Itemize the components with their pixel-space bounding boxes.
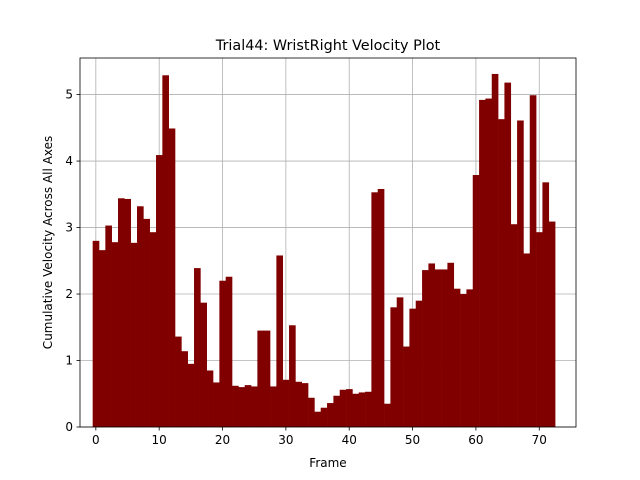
bar (194, 268, 201, 427)
bar (346, 389, 353, 427)
bar (377, 188, 385, 427)
y-tick-label: 1 (65, 354, 73, 368)
bar (352, 393, 360, 427)
bar (396, 297, 404, 427)
bar (118, 198, 125, 427)
bar (327, 403, 334, 427)
bar (339, 389, 347, 427)
bar (181, 351, 188, 427)
bar (529, 95, 537, 428)
x-tick-label: 20 (215, 433, 230, 447)
bar (124, 198, 131, 427)
bar (238, 387, 245, 427)
bar (384, 403, 391, 427)
bar (441, 269, 448, 427)
bar (99, 250, 106, 427)
bar (485, 98, 493, 427)
bar (105, 225, 112, 427)
bar (447, 262, 455, 427)
bar (523, 253, 531, 427)
bar (358, 392, 366, 427)
bar (415, 300, 423, 427)
y-axis-ticks: 0 1 2 3 4 5 (65, 88, 80, 434)
bar (295, 381, 303, 427)
bar (314, 411, 322, 427)
plot-area-frame (79, 57, 577, 428)
bar (149, 232, 157, 427)
bar (200, 302, 207, 427)
bar (308, 397, 315, 427)
bar (219, 280, 226, 427)
bar (175, 336, 182, 427)
bar (270, 386, 277, 427)
bar (422, 270, 429, 427)
bar (479, 99, 486, 428)
bar (282, 379, 290, 427)
bar (390, 307, 398, 427)
bar (263, 330, 271, 427)
bar (504, 82, 512, 427)
bar (92, 240, 100, 427)
bar (320, 407, 328, 427)
bar (460, 294, 467, 427)
bar (156, 155, 163, 428)
bar (130, 242, 138, 427)
y-tick-label: 3 (65, 221, 73, 235)
bar (542, 182, 550, 427)
bar (162, 75, 169, 427)
bar (257, 330, 265, 427)
bar (333, 395, 341, 427)
bar (409, 308, 417, 427)
bar (472, 175, 480, 427)
bar (111, 242, 119, 427)
bar (403, 346, 410, 427)
y-tick-label: 2 (65, 287, 73, 301)
x-tick-label: 10 (152, 433, 167, 447)
x-tick-label: 0 (92, 433, 100, 447)
bar (517, 120, 524, 427)
x-tick-label: 70 (532, 433, 547, 447)
bar (371, 192, 379, 427)
bar (232, 385, 239, 427)
bar (143, 218, 150, 427)
bar (434, 269, 442, 427)
bar (213, 382, 220, 427)
chart-title: Trial44: WristRight Velocity Plot (215, 38, 441, 54)
bar (491, 73, 499, 427)
y-tick-label: 0 (65, 420, 73, 434)
bar (244, 385, 252, 427)
bar (225, 276, 233, 427)
bar (251, 386, 258, 427)
x-tick-label: 40 (342, 433, 357, 447)
x-axis-ticks: 0 10 20 30 40 50 60 70 (92, 427, 547, 447)
x-tick-label: 60 (468, 433, 483, 447)
bar (137, 206, 144, 427)
bar (365, 391, 372, 427)
y-tick-label: 4 (65, 154, 73, 168)
bar (498, 119, 505, 427)
bar (168, 128, 176, 427)
bar (510, 224, 518, 427)
bar (428, 263, 436, 427)
x-tick-label: 30 (278, 433, 293, 447)
x-axis-label: Frame (309, 456, 346, 470)
bar (276, 255, 284, 427)
bar (301, 383, 309, 427)
bar (289, 325, 296, 427)
y-tick-label: 5 (65, 88, 73, 102)
bar (536, 232, 543, 427)
bars (92, 73, 556, 428)
x-tick-label: 50 (405, 433, 420, 447)
bar (453, 288, 461, 427)
bar (187, 363, 195, 427)
bar (548, 221, 556, 427)
bar (206, 370, 214, 427)
bar (466, 289, 474, 427)
y-axis-label: Cumulative Velocity Across All Axes (41, 136, 55, 349)
